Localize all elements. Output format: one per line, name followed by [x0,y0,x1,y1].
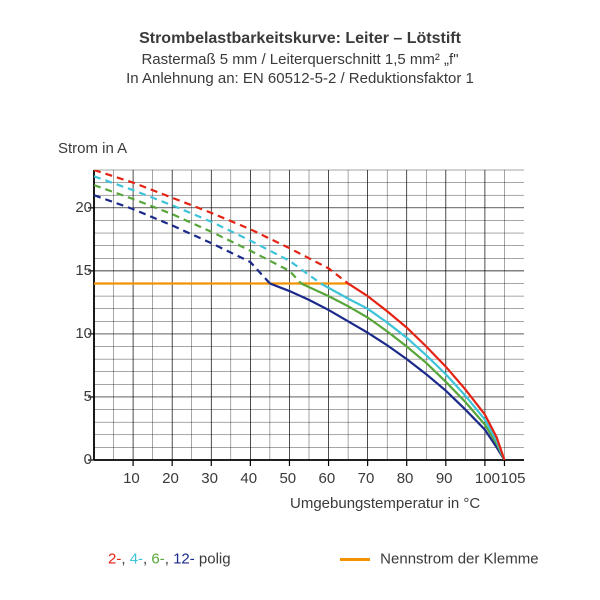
legend-suffix: polig [195,551,231,568]
legend-2p: 2- [108,551,121,568]
legend-nominal: Nennstrom der Klemme [340,550,539,568]
nominal-swatch [340,558,370,561]
legend-4p: 4- [130,551,143,568]
line-chart [0,0,600,600]
legend-6p: 6- [151,551,164,568]
legend-nominal-label: Nennstrom der Klemme [380,551,538,568]
legend-poles: 2-, 4-, 6-, 12- polig [108,550,231,568]
legend-12p: 12- [173,551,195,568]
